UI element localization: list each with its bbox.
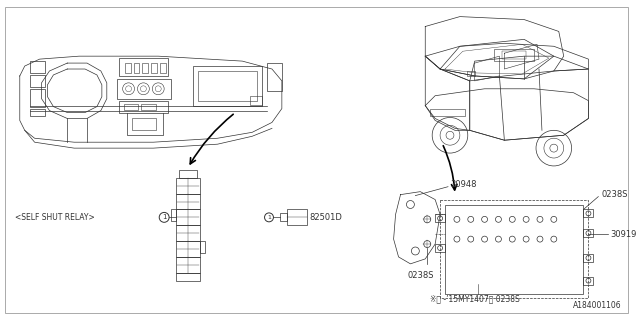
- Bar: [132, 118, 156, 130]
- Bar: [176, 257, 200, 273]
- Bar: [176, 273, 200, 281]
- Text: 0238S: 0238S: [407, 271, 433, 280]
- Bar: [118, 101, 168, 113]
- Bar: [29, 108, 45, 116]
- Text: <SELF SHUT RELAY>: <SELF SHUT RELAY>: [15, 213, 95, 222]
- Bar: [502, 51, 526, 59]
- Bar: [134, 63, 140, 73]
- Bar: [495, 49, 534, 61]
- Bar: [124, 104, 138, 109]
- Text: 1: 1: [267, 215, 271, 220]
- Bar: [29, 89, 45, 107]
- Bar: [176, 241, 200, 257]
- Bar: [435, 214, 445, 222]
- Bar: [176, 225, 200, 241]
- Bar: [176, 210, 200, 225]
- Bar: [141, 104, 156, 109]
- Bar: [584, 229, 593, 237]
- Text: 1: 1: [162, 214, 166, 220]
- Bar: [143, 63, 148, 73]
- Bar: [176, 178, 200, 194]
- Bar: [250, 96, 262, 105]
- Text: 30919: 30919: [610, 230, 637, 239]
- Bar: [467, 71, 475, 76]
- Bar: [435, 244, 445, 252]
- Bar: [160, 63, 166, 73]
- Bar: [171, 210, 176, 221]
- Text: ※（ -’15MY1407） 0238S: ※（ -’15MY1407） 0238S: [430, 294, 520, 303]
- Text: 0238S: 0238S: [602, 190, 628, 199]
- Text: A184001106: A184001106: [572, 301, 621, 310]
- Bar: [179, 170, 197, 178]
- Bar: [116, 79, 171, 99]
- Bar: [267, 63, 282, 91]
- Bar: [287, 210, 307, 225]
- Bar: [445, 204, 584, 293]
- Bar: [29, 61, 45, 73]
- Bar: [193, 66, 262, 106]
- Bar: [125, 63, 131, 73]
- Bar: [584, 277, 593, 284]
- Bar: [584, 210, 593, 217]
- Bar: [200, 241, 205, 253]
- Bar: [584, 254, 593, 262]
- Bar: [118, 58, 168, 76]
- Bar: [29, 75, 45, 87]
- Bar: [440, 200, 588, 299]
- Bar: [151, 63, 157, 73]
- Bar: [176, 194, 200, 210]
- Text: 30948: 30948: [450, 180, 476, 189]
- Text: 82501D: 82501D: [310, 213, 342, 222]
- Bar: [280, 213, 287, 221]
- Bar: [198, 71, 257, 101]
- Bar: [430, 108, 465, 116]
